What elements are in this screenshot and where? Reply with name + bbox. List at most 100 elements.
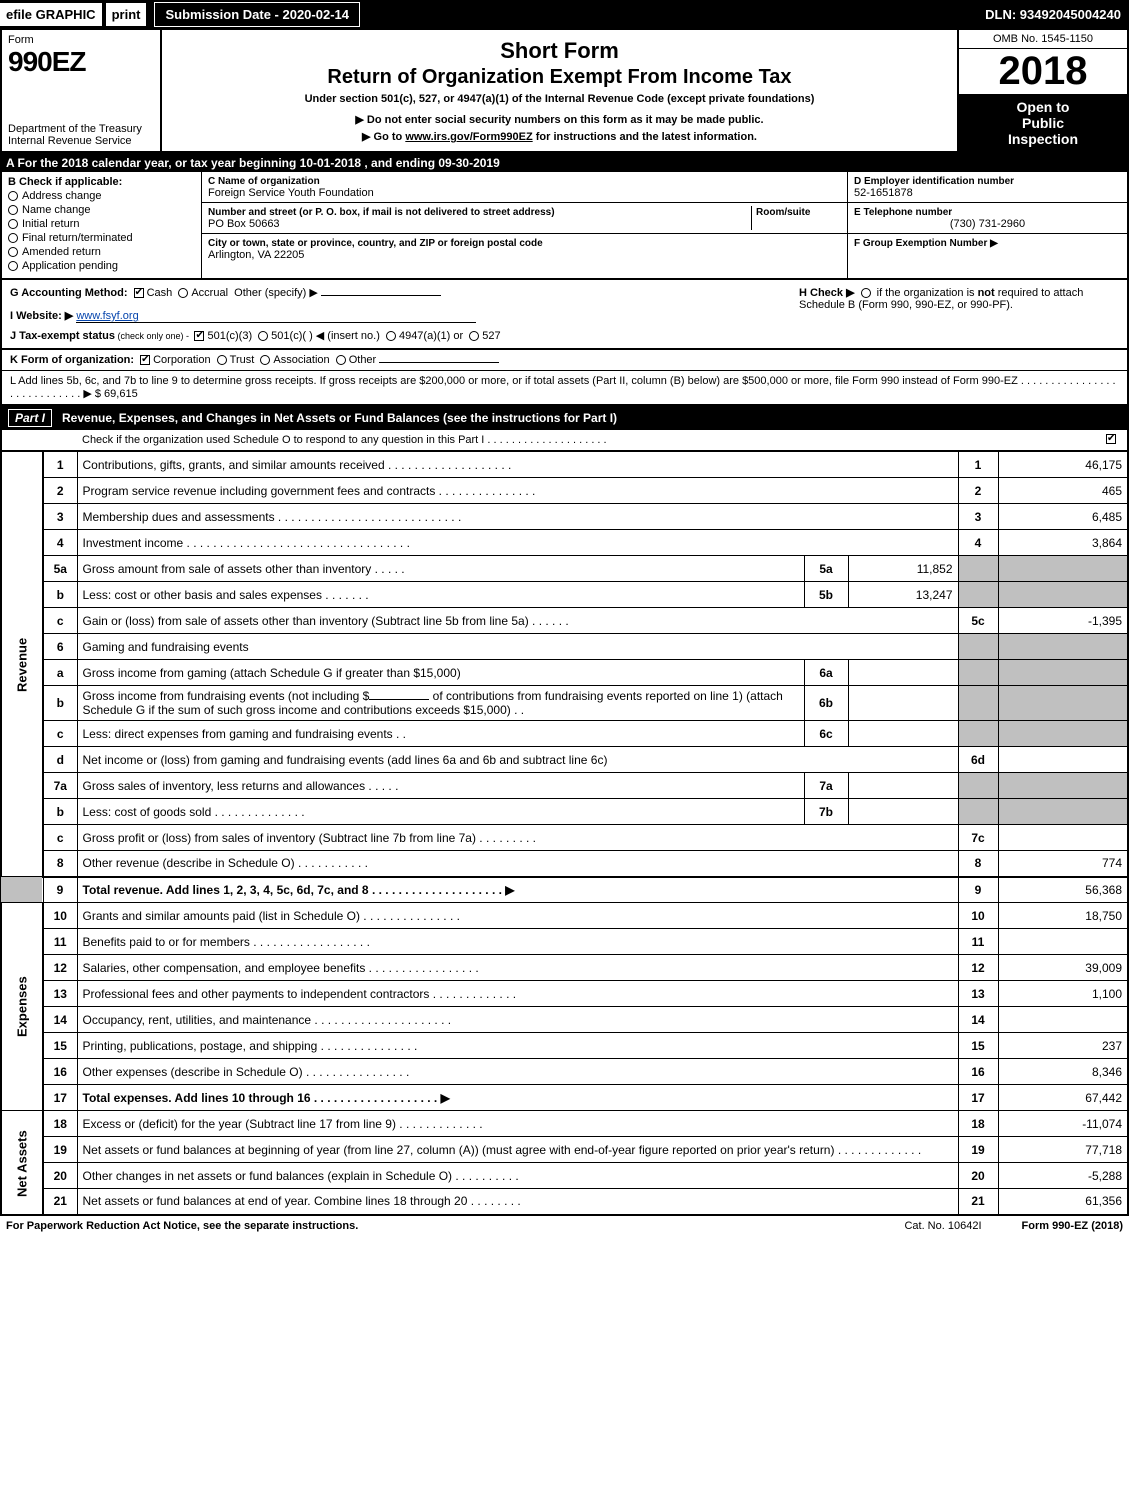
chk-address-change[interactable]: Address change bbox=[8, 190, 195, 202]
line-num: 10 bbox=[43, 903, 77, 929]
line-num: b bbox=[43, 582, 77, 608]
line-box: 3 bbox=[958, 504, 998, 530]
line-amount: 6,485 bbox=[998, 504, 1128, 530]
h-not: not bbox=[978, 287, 995, 299]
sub-amount bbox=[848, 660, 958, 686]
chk-501c3[interactable] bbox=[194, 331, 204, 341]
goto-pre: ▶ Go to bbox=[362, 131, 405, 143]
line-num: 13 bbox=[43, 981, 77, 1007]
line-box: 5c bbox=[958, 608, 998, 634]
line-num: b bbox=[43, 686, 77, 721]
form-header: Form 990EZ Department of the Treasury In… bbox=[0, 28, 1129, 153]
fundraising-amount-input[interactable] bbox=[369, 699, 429, 700]
line-amount bbox=[998, 1007, 1128, 1033]
tax-year: 2018 bbox=[959, 49, 1127, 95]
grey-cell bbox=[958, 660, 998, 686]
line-h: H Check ▶ if the organization is not req… bbox=[799, 286, 1119, 342]
line-desc: Total expenses. Add lines 10 through 16 … bbox=[77, 1085, 958, 1111]
line-num: c bbox=[43, 608, 77, 634]
city-row: City or town, state or province, country… bbox=[202, 234, 847, 264]
line-desc: Occupancy, rent, utilities, and maintena… bbox=[77, 1007, 958, 1033]
line-box: 21 bbox=[958, 1189, 998, 1215]
i-label: I Website: ▶ bbox=[10, 310, 73, 322]
chk-amended-return[interactable]: Amended return bbox=[8, 246, 195, 258]
j-label: J Tax-exempt status bbox=[10, 330, 115, 342]
k-other-input[interactable] bbox=[379, 362, 499, 363]
do-not-enter: ▶ Do not enter social security numbers o… bbox=[170, 113, 949, 126]
chk-other-org[interactable] bbox=[336, 355, 346, 365]
chk-name-change[interactable]: Name change bbox=[8, 204, 195, 216]
line-box: 12 bbox=[958, 955, 998, 981]
chk-schedule-b-not-required[interactable] bbox=[861, 288, 871, 298]
j-sub: (check only one) - bbox=[115, 331, 192, 341]
group-exemption-label: F Group Exemption Number ▶ bbox=[854, 238, 998, 249]
grey-cell bbox=[958, 686, 998, 721]
line-desc: Program service revenue including govern… bbox=[77, 478, 958, 504]
chk-schedule-o-used[interactable] bbox=[1106, 434, 1116, 444]
j-501c: 501(c)( ) ◀ (insert no.) bbox=[271, 330, 380, 342]
chk-corporation[interactable] bbox=[140, 355, 150, 365]
line-amount: 1,100 bbox=[998, 981, 1128, 1007]
website-link[interactable]: www.fsyf.org bbox=[76, 310, 138, 322]
line-desc: Grants and similar amounts paid (list in… bbox=[77, 903, 958, 929]
sub-amount: 13,247 bbox=[848, 582, 958, 608]
part-i-title: Revenue, Expenses, and Changes in Net As… bbox=[62, 411, 617, 425]
chk-4947[interactable] bbox=[386, 331, 396, 341]
line-g: G Accounting Method: Cash Accrual Other … bbox=[10, 286, 799, 299]
chk-association[interactable] bbox=[260, 355, 270, 365]
sub-box: 7a bbox=[804, 773, 848, 799]
line-desc: Less: cost or other basis and sales expe… bbox=[77, 582, 804, 608]
chk-527[interactable] bbox=[469, 331, 479, 341]
header-center: Short Form Return of Organization Exempt… bbox=[162, 30, 957, 151]
k-trust: Trust bbox=[230, 354, 255, 366]
chk-application-pending[interactable]: Application pending bbox=[8, 260, 195, 272]
header-left: Form 990EZ Department of the Treasury In… bbox=[2, 30, 162, 151]
open-to-public-inspection: Open to Public Inspection bbox=[959, 95, 1127, 151]
line-num: 15 bbox=[43, 1033, 77, 1059]
j-4947: 4947(a)(1) or bbox=[399, 330, 463, 342]
chk-final-return[interactable]: Final return/terminated bbox=[8, 232, 195, 244]
line-desc: Less: direct expenses from gaming and fu… bbox=[77, 721, 804, 747]
grey-cell bbox=[998, 634, 1128, 660]
line-desc: Salaries, other compensation, and employ… bbox=[77, 955, 958, 981]
part-i-table: Revenue 1 Contributions, gifts, grants, … bbox=[0, 451, 1129, 1216]
chk-trust[interactable] bbox=[217, 355, 227, 365]
h-text1: if the organization is bbox=[877, 287, 978, 299]
sub-box: 6c bbox=[804, 721, 848, 747]
info-ghijkl: G Accounting Method: Cash Accrual Other … bbox=[0, 280, 1129, 350]
line-num: 5a bbox=[43, 556, 77, 582]
grey-cell bbox=[998, 660, 1128, 686]
j-501c3: 501(c)(3) bbox=[207, 330, 252, 342]
line-desc: Gross amount from sale of assets other t… bbox=[77, 556, 804, 582]
inspection: Inspection bbox=[961, 131, 1125, 147]
chk-accrual[interactable] bbox=[178, 288, 188, 298]
city-value: Arlington, VA 22205 bbox=[208, 249, 304, 261]
line-num: 2 bbox=[43, 478, 77, 504]
line-desc: Other expenses (describe in Schedule O) … bbox=[77, 1059, 958, 1085]
chk-501c[interactable] bbox=[258, 331, 268, 341]
print-button[interactable]: print bbox=[106, 3, 147, 26]
line-amount bbox=[998, 747, 1128, 773]
sub-box: 7b bbox=[804, 799, 848, 825]
line-num: 3 bbox=[43, 504, 77, 530]
sub-amount: 11,852 bbox=[848, 556, 958, 582]
chk-cash[interactable] bbox=[134, 288, 144, 298]
telephone-label: E Telephone number bbox=[854, 207, 952, 218]
line-amount: 8,346 bbox=[998, 1059, 1128, 1085]
g-other-input[interactable] bbox=[321, 295, 441, 296]
line-desc: Gross income from gaming (attach Schedul… bbox=[77, 660, 804, 686]
line-box: 7c bbox=[958, 825, 998, 851]
top-bar: efile GRAPHIC print Submission Date - 20… bbox=[0, 0, 1129, 28]
chk-initial-return[interactable]: Initial return bbox=[8, 218, 195, 230]
line-box: 9 bbox=[958, 877, 998, 903]
line-amount: 465 bbox=[998, 478, 1128, 504]
grey-cell bbox=[998, 799, 1128, 825]
line-desc: Benefits paid to or for members . . . . … bbox=[77, 929, 958, 955]
grey-cell bbox=[958, 582, 998, 608]
line-desc: Gaming and fundraising events bbox=[77, 634, 958, 660]
line-num: 4 bbox=[43, 530, 77, 556]
line-amount: 56,368 bbox=[998, 877, 1128, 903]
goto-link[interactable]: www.irs.gov/Form990EZ bbox=[405, 131, 532, 143]
box-b: B Check if applicable: Address change Na… bbox=[2, 172, 202, 278]
omb-number: OMB No. 1545-1150 bbox=[959, 30, 1127, 49]
